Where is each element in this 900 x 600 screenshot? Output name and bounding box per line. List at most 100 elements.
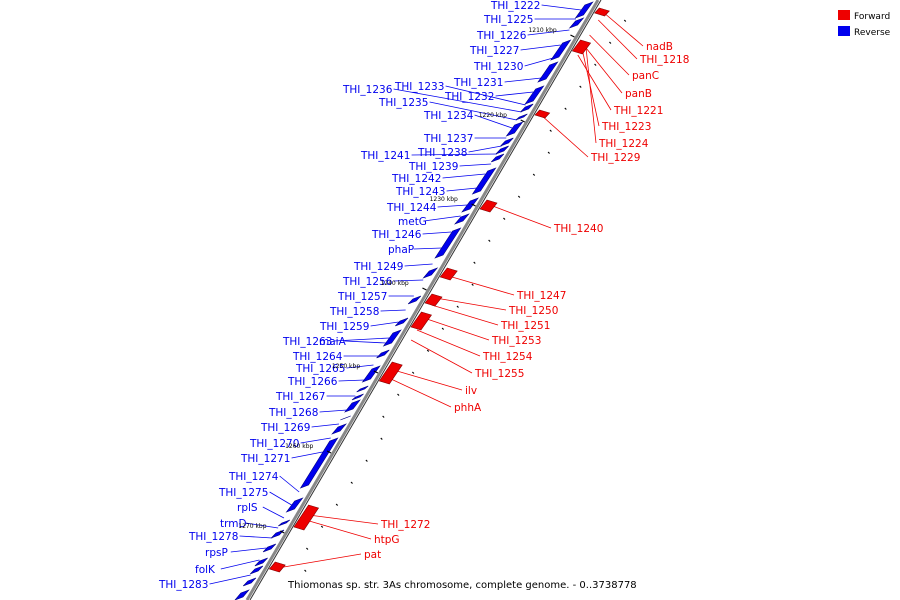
reverse-gene[interactable]: THI_1235 [378, 97, 517, 121]
reverse-gene[interactable]: THI_1271 [240, 451, 323, 465]
reverse-gene[interactable]: THI_1227 [469, 44, 561, 57]
reverse-gene-feature[interactable] [299, 437, 339, 489]
reverse-gene-feature[interactable] [331, 423, 347, 435]
reverse-gene-feature[interactable] [382, 329, 402, 347]
forward-gene-feature[interactable] [424, 293, 443, 307]
reverse-gene[interactable]: THI_1237 [423, 133, 507, 145]
reverse-gene[interactable]: THI_1259 [319, 321, 399, 333]
reverse-gene[interactable]: THI_1268 [268, 407, 348, 419]
reverse-gene-feature[interactable] [278, 519, 290, 527]
forward-gene-feature[interactable] [439, 267, 458, 281]
reverse-gene[interactable]: THI_1238 [417, 145, 502, 159]
reverse-gene[interactable]: THI_1226 [476, 29, 570, 42]
reverse-gene-feature[interactable] [550, 39, 572, 61]
forward-gene[interactable]: pat [277, 549, 381, 569]
reverse-gene[interactable]: THI_1256 [342, 276, 424, 288]
reverse-gene-feature[interactable] [495, 145, 509, 155]
reverse-gene-feature[interactable] [249, 565, 264, 575]
reverse-gene[interactable]: THI_1243 [395, 186, 478, 198]
reverse-gene[interactable]: THI_1232 [444, 91, 534, 103]
forward-gene[interactable]: THI_1247 [448, 275, 567, 302]
reverse-gene-feature[interactable] [568, 17, 585, 29]
forward-gene[interactable]: ilv [393, 369, 478, 397]
forward-gene[interactable]: phhA [388, 377, 482, 414]
forward-gene[interactable]: THI_1229 [541, 115, 640, 164]
forward-gene[interactable]: THI_1255 [410, 339, 524, 380]
reverse-gene[interactable]: THI_1258 [329, 306, 406, 318]
reverse-gene[interactable]: THI_1241 [360, 150, 497, 162]
reverse-gene-feature[interactable] [254, 557, 268, 567]
reverse-gene-feature[interactable] [356, 385, 369, 393]
reverse-gene-feature[interactable] [361, 365, 381, 383]
forward-gene[interactable]: THI_1254 [416, 329, 533, 363]
reverse-gene[interactable]: THI_1244 [386, 202, 468, 214]
forward-gene-feature[interactable] [571, 39, 592, 55]
reverse-gene-feature[interactable] [271, 529, 285, 539]
reverse-gene[interactable]: THI_1265 [295, 363, 374, 375]
forward-gene-feature[interactable] [594, 7, 610, 17]
forward-gene-feature[interactable] [378, 361, 403, 385]
reverse-gene[interactable]: THI_1274 [228, 471, 300, 493]
reverse-gene[interactable]: THI_1222 [490, 0, 582, 12]
reverse-gene[interactable]: THI_1225 [483, 14, 576, 26]
reverse-gene[interactable]: maiA [319, 336, 387, 348]
reverse-gene[interactable]: rplS [237, 502, 285, 519]
reverse-gene[interactable]: metG [398, 215, 461, 228]
reverse-gene-feature[interactable] [515, 113, 528, 121]
reverse-gene[interactable]: folK [195, 559, 260, 576]
reverse-gene-feature[interactable] [491, 153, 505, 163]
reverse-gene[interactable]: THI_1236 [342, 84, 522, 113]
reverse-gene[interactable]: THI_1264 [292, 351, 379, 363]
reverse-gene-feature[interactable] [454, 213, 470, 225]
reverse-gene-feature[interactable] [500, 137, 514, 147]
reverse-gene-feature[interactable] [471, 167, 497, 195]
reverse-gene-feature[interactable] [461, 197, 480, 213]
reverse-gene[interactable]: THI_1257 [337, 291, 414, 303]
reverse-gene[interactable]: THI_1269 [260, 422, 340, 434]
forward-gene[interactable]: nadB [602, 11, 673, 53]
forward-gene-feature[interactable] [268, 561, 286, 573]
forward-gene[interactable]: THI_1272 [308, 514, 431, 531]
reverse-gene[interactable]: phaP [388, 244, 442, 256]
reverse-gene-feature[interactable] [524, 85, 545, 105]
reverse-gene[interactable]: trmD [220, 518, 279, 530]
forward-gene-feature[interactable] [534, 109, 551, 119]
reverse-gene-feature[interactable] [395, 317, 409, 327]
reverse-gene-feature[interactable] [285, 497, 304, 513]
reverse-gene[interactable]: THI_1249 [353, 261, 433, 273]
forward-gene-feature[interactable] [479, 199, 498, 213]
reverse-gene[interactable]: THI_1263 [282, 336, 390, 348]
reverse-gene-feature[interactable] [344, 399, 361, 413]
forward-gene[interactable]: THI_1224 [585, 41, 649, 150]
reverse-gene[interactable]: THI_1230 [473, 57, 554, 73]
reverse-gene[interactable]: THI_1270 [249, 437, 331, 450]
reverse-gene[interactable]: THI_1231 [453, 77, 542, 89]
forward-gene[interactable]: htpG [305, 519, 400, 546]
forward-gene[interactable]: THI_1221 [577, 54, 664, 117]
forward-gene-feature[interactable] [410, 311, 432, 331]
reverse-gene-feature[interactable] [434, 227, 462, 259]
reverse-gene-feature[interactable] [422, 267, 439, 279]
reverse-gene-feature[interactable] [262, 543, 276, 553]
reverse-gene-feature[interactable] [537, 61, 559, 83]
reverse-gene[interactable]: rpsP [205, 547, 267, 559]
forward-gene[interactable]: THI_1240 [489, 204, 603, 235]
reverse-gene[interactable]: THI_1234 [423, 110, 513, 129]
reverse-gene[interactable]: THI_1242 [391, 173, 486, 185]
forward-gene[interactable]: panC [589, 34, 660, 82]
forward-gene[interactable]: THI_1218 [598, 19, 689, 66]
reverse-gene-feature[interactable] [520, 103, 534, 113]
forward-gene[interactable]: THI_1251 [431, 304, 551, 332]
reverse-gene-feature[interactable] [242, 577, 257, 587]
forward-gene[interactable]: THI_1253 [423, 317, 541, 347]
reverse-gene-feature[interactable] [407, 295, 422, 305]
reverse-gene[interactable]: THI_1239 [408, 161, 492, 173]
forward-gene-feature[interactable] [293, 504, 320, 531]
reverse-gene-feature[interactable] [505, 121, 524, 137]
reverse-gene-feature[interactable] [376, 349, 390, 359]
forward-gene[interactable]: panB [583, 44, 652, 100]
reverse-gene-feature[interactable] [351, 393, 364, 401]
reverse-gene-feature[interactable] [340, 415, 351, 421]
reverse-gene[interactable]: THI_1283 [158, 574, 251, 591]
reverse-gene[interactable]: THI_1275 [218, 487, 292, 506]
